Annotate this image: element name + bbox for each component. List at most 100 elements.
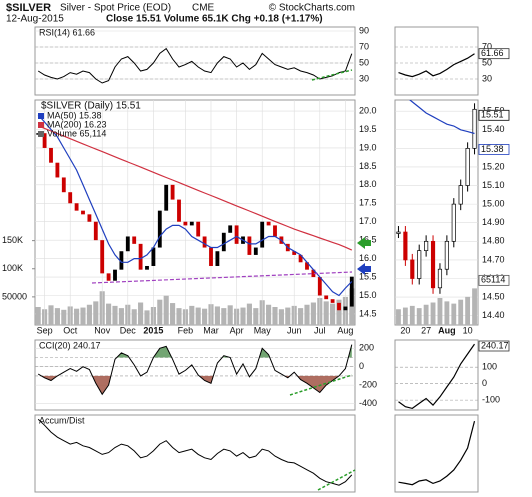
candle <box>292 251 297 255</box>
candle <box>119 251 124 270</box>
value-box-bg <box>478 109 510 121</box>
y-tick-label: -400 <box>359 398 377 408</box>
y-tick-label: 30 <box>359 73 369 83</box>
candle <box>337 302 341 311</box>
instrument-name: Silver - Spot Price (EOD) <box>60 3 171 14</box>
source: © StockCharts.com <box>269 3 355 14</box>
zoom-candle <box>410 259 415 279</box>
candle <box>183 221 188 226</box>
panel-title: CCI(20) 240.17 <box>39 340 101 350</box>
x-tick-label: Sep <box>37 325 53 335</box>
panel-frame <box>34 414 356 493</box>
volume-bar <box>118 308 124 325</box>
panel-frame <box>34 99 356 326</box>
y-tick-label: 0 <box>482 378 487 388</box>
candle <box>61 177 66 193</box>
zoom-volume-bar <box>396 309 401 325</box>
x-tick-label: 2015 <box>143 325 163 335</box>
volume-bar <box>310 302 316 325</box>
candle <box>132 236 137 244</box>
legend-swatch <box>38 122 44 128</box>
y-tick-label: -100 <box>482 394 500 404</box>
moving-average <box>37 125 353 251</box>
indicator-line <box>37 47 353 84</box>
candle <box>215 251 220 266</box>
candle <box>106 273 111 281</box>
volume-bar <box>285 307 291 325</box>
zoom-indicator-line <box>398 343 475 410</box>
zoom-volume-bar <box>451 303 457 325</box>
arrow-ma50 <box>357 263 371 275</box>
y-tick-label: 18.0 <box>359 179 377 189</box>
candle <box>247 236 252 255</box>
trend-line <box>317 469 356 491</box>
volume-bar <box>298 308 304 325</box>
y-tick-label: 18.5 <box>359 161 377 171</box>
y-tick-label: 16.5 <box>359 235 377 245</box>
y-tick-label: 15.00 <box>482 199 505 209</box>
zoom-volume-bar <box>423 304 429 325</box>
volume-bar <box>74 308 80 325</box>
x-tick-label: Nov <box>94 325 111 335</box>
value-box: 15.38 <box>478 144 510 155</box>
candle <box>349 276 354 307</box>
volume-bar <box>86 304 92 325</box>
volume-bar <box>80 307 86 325</box>
y-tick-label: 50 <box>482 57 492 67</box>
candle <box>55 162 60 178</box>
indicator-line <box>37 418 353 486</box>
volume-bar <box>266 304 272 325</box>
zoom-volume-bar <box>430 302 436 325</box>
volume-bar <box>163 295 169 325</box>
y-tick-label: 15.0 <box>359 290 377 300</box>
candle <box>93 221 98 241</box>
candle <box>324 295 329 300</box>
value-box: 15.51 <box>478 109 510 121</box>
x-tick-label: Oct <box>63 325 78 335</box>
volume-bar <box>106 303 112 325</box>
volume-bar <box>349 288 355 325</box>
y-tick-label: 30 <box>482 73 492 83</box>
y-tick-label: -200 <box>359 380 377 390</box>
y-tick-label: 14.70 <box>482 254 505 264</box>
zoom-candle <box>444 240 449 270</box>
y-tick-label: 17.5 <box>359 198 377 208</box>
volume-bar <box>93 301 99 325</box>
zoom-indicator-line <box>398 420 476 486</box>
y-tick-label: 19.5 <box>359 124 377 134</box>
y-tick-label: 14.5 <box>359 308 377 318</box>
zoom-indicator-line <box>398 53 475 78</box>
candle <box>68 192 73 204</box>
candle <box>234 225 239 244</box>
volume-bar <box>35 307 41 325</box>
annotations <box>91 69 371 491</box>
zoom-volume-bar <box>416 308 422 325</box>
zoom-volume-bar <box>437 298 443 325</box>
legend-swatch <box>38 113 44 119</box>
value-box-label: 15.38 <box>481 144 504 154</box>
volume-bar <box>330 303 336 325</box>
zoom-volume-bar <box>472 288 477 325</box>
zoom-volume-bar <box>465 296 471 325</box>
volume-bar <box>214 306 220 325</box>
candle <box>228 225 233 233</box>
zoom-candle <box>403 231 408 261</box>
candle <box>87 214 92 222</box>
y-tick-label: 14.40 <box>482 310 505 320</box>
candle <box>298 254 303 263</box>
volume-bar <box>195 307 201 325</box>
panel-title: RSI(14) 61.66 <box>39 27 95 37</box>
candle <box>305 262 309 270</box>
candle <box>42 133 47 148</box>
value-box: 61.66 <box>478 48 510 60</box>
legend-title: $SILVER (Daily) 15.51 <box>41 101 141 112</box>
x-tick-label: Jul <box>314 325 326 335</box>
zoom-candle <box>451 203 456 242</box>
candle <box>189 221 194 226</box>
panel-frame <box>394 26 479 96</box>
legend-label: Volume 65,114 <box>47 128 106 138</box>
candle <box>49 147 53 163</box>
y-tick-label: 15.10 <box>482 180 505 190</box>
zoom-candle <box>472 108 477 149</box>
